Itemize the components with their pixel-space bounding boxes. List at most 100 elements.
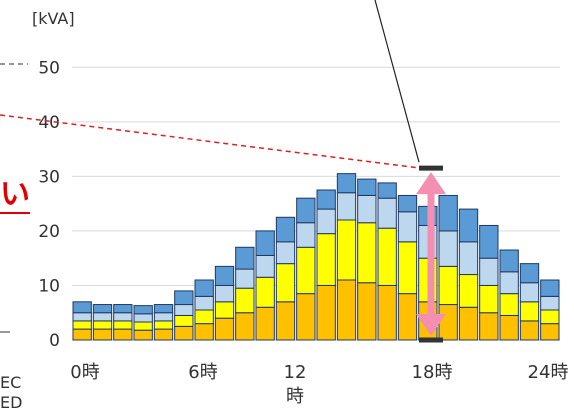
bar-segment bbox=[296, 246, 316, 295]
bar-segment bbox=[479, 284, 499, 314]
bar-segment bbox=[133, 321, 153, 331]
bar-segment bbox=[194, 279, 214, 297]
bar-segment bbox=[255, 230, 275, 256]
bar-segment bbox=[438, 304, 458, 341]
bar-segment bbox=[72, 301, 92, 314]
bar-segment bbox=[397, 241, 418, 295]
bar-segment bbox=[519, 320, 540, 341]
bar-segment bbox=[296, 293, 316, 341]
bar-segment bbox=[316, 233, 336, 286]
span-arrow-head-down bbox=[416, 314, 446, 336]
y-tick-label: 20 bbox=[38, 222, 60, 242]
bar-segment bbox=[316, 208, 336, 235]
bar-segment bbox=[438, 230, 458, 267]
bar-segment bbox=[397, 194, 418, 213]
y-tick-label: 40 bbox=[38, 113, 60, 133]
bar-segment bbox=[153, 312, 174, 322]
x-tick-label: 12 時 bbox=[284, 362, 307, 407]
bar-segment bbox=[174, 314, 194, 327]
x-axis-ticks: 0時 6時 12 時 18時 24時 bbox=[70, 362, 568, 407]
y-tick-label: 30 bbox=[38, 167, 60, 187]
bar-segment bbox=[336, 192, 357, 221]
bar-segment bbox=[92, 304, 113, 314]
bar-segment bbox=[235, 246, 255, 270]
x-tick-label: 24時 bbox=[528, 362, 569, 383]
bar-segment bbox=[275, 263, 296, 303]
bar-segment bbox=[214, 265, 235, 286]
side-text: い bbox=[0, 177, 30, 212]
bar-segment bbox=[499, 293, 519, 316]
leader-line bbox=[374, 0, 420, 163]
bar-segment bbox=[458, 241, 479, 276]
bar-segment bbox=[113, 328, 133, 341]
bars bbox=[72, 173, 560, 341]
bar-segment bbox=[357, 178, 377, 196]
bar-segment bbox=[255, 254, 275, 278]
bar-segment bbox=[153, 304, 174, 314]
bar-segment bbox=[336, 219, 357, 281]
x-tick-label-line: 24時 bbox=[528, 362, 569, 383]
bar-segment bbox=[174, 304, 194, 316]
bar-segment bbox=[92, 312, 113, 322]
x-tick-label-line: 0時 bbox=[70, 362, 99, 383]
bar-segment bbox=[194, 323, 214, 341]
x-tick-label: 0時 bbox=[70, 362, 99, 383]
bar-segment bbox=[357, 282, 377, 341]
bar-segment bbox=[316, 284, 336, 341]
bar-segment bbox=[499, 249, 519, 273]
bar-segment bbox=[336, 279, 357, 341]
bar-segment bbox=[499, 271, 519, 295]
bar-segment bbox=[235, 287, 255, 314]
bar-segment bbox=[153, 320, 174, 330]
y-axis-ticks: 0 10 20 30 40 50 bbox=[38, 58, 60, 351]
bar-segment bbox=[72, 312, 92, 322]
bar-segment bbox=[540, 309, 560, 325]
bar-segment bbox=[316, 189, 336, 210]
bar-segment bbox=[377, 182, 397, 199]
bar-segment bbox=[377, 284, 397, 341]
bar-segment bbox=[235, 312, 255, 341]
bar-segment bbox=[255, 276, 275, 308]
bar-segment bbox=[214, 301, 235, 319]
reference-dashed-line bbox=[0, 114, 422, 169]
bar-segment bbox=[296, 197, 316, 224]
bar-segment bbox=[113, 312, 133, 322]
y-tick-label: 10 bbox=[38, 276, 60, 296]
left-fragment-text: ED bbox=[0, 393, 22, 412]
bar-segment bbox=[377, 227, 397, 286]
y-tick-label: 50 bbox=[38, 58, 60, 78]
bar-segment bbox=[194, 309, 214, 325]
bar-segment bbox=[458, 306, 479, 341]
bar-segment bbox=[133, 305, 153, 315]
bar-segment bbox=[214, 317, 235, 341]
bar-segment bbox=[153, 328, 174, 341]
bar-segment bbox=[438, 194, 458, 232]
bar-segment bbox=[519, 263, 540, 284]
bar-segment bbox=[397, 211, 418, 243]
y-tick-label: 0 bbox=[49, 331, 60, 351]
bar-segment bbox=[458, 208, 479, 243]
bar-segment bbox=[275, 241, 296, 265]
bar-segment bbox=[92, 328, 113, 341]
bar-segment bbox=[357, 222, 377, 284]
bar-segment bbox=[519, 301, 540, 322]
bar-segment bbox=[540, 279, 560, 297]
bar-segment bbox=[479, 257, 499, 286]
grid-lines bbox=[72, 66, 560, 341]
bar-segment bbox=[296, 222, 316, 248]
bar-segment bbox=[336, 173, 357, 194]
bar-segment bbox=[235, 268, 255, 289]
bar-segment bbox=[397, 293, 418, 341]
bar-segment bbox=[357, 194, 377, 224]
bar-segment bbox=[275, 216, 296, 243]
bar-segment bbox=[499, 314, 519, 341]
bar-segment bbox=[113, 304, 133, 314]
x-tick-label: 6時 bbox=[188, 362, 217, 383]
bar-segment bbox=[194, 295, 214, 311]
bar-segment bbox=[438, 265, 458, 306]
bar-segment bbox=[275, 301, 296, 341]
bar-segment bbox=[214, 284, 235, 303]
bar-segment bbox=[479, 224, 499, 259]
